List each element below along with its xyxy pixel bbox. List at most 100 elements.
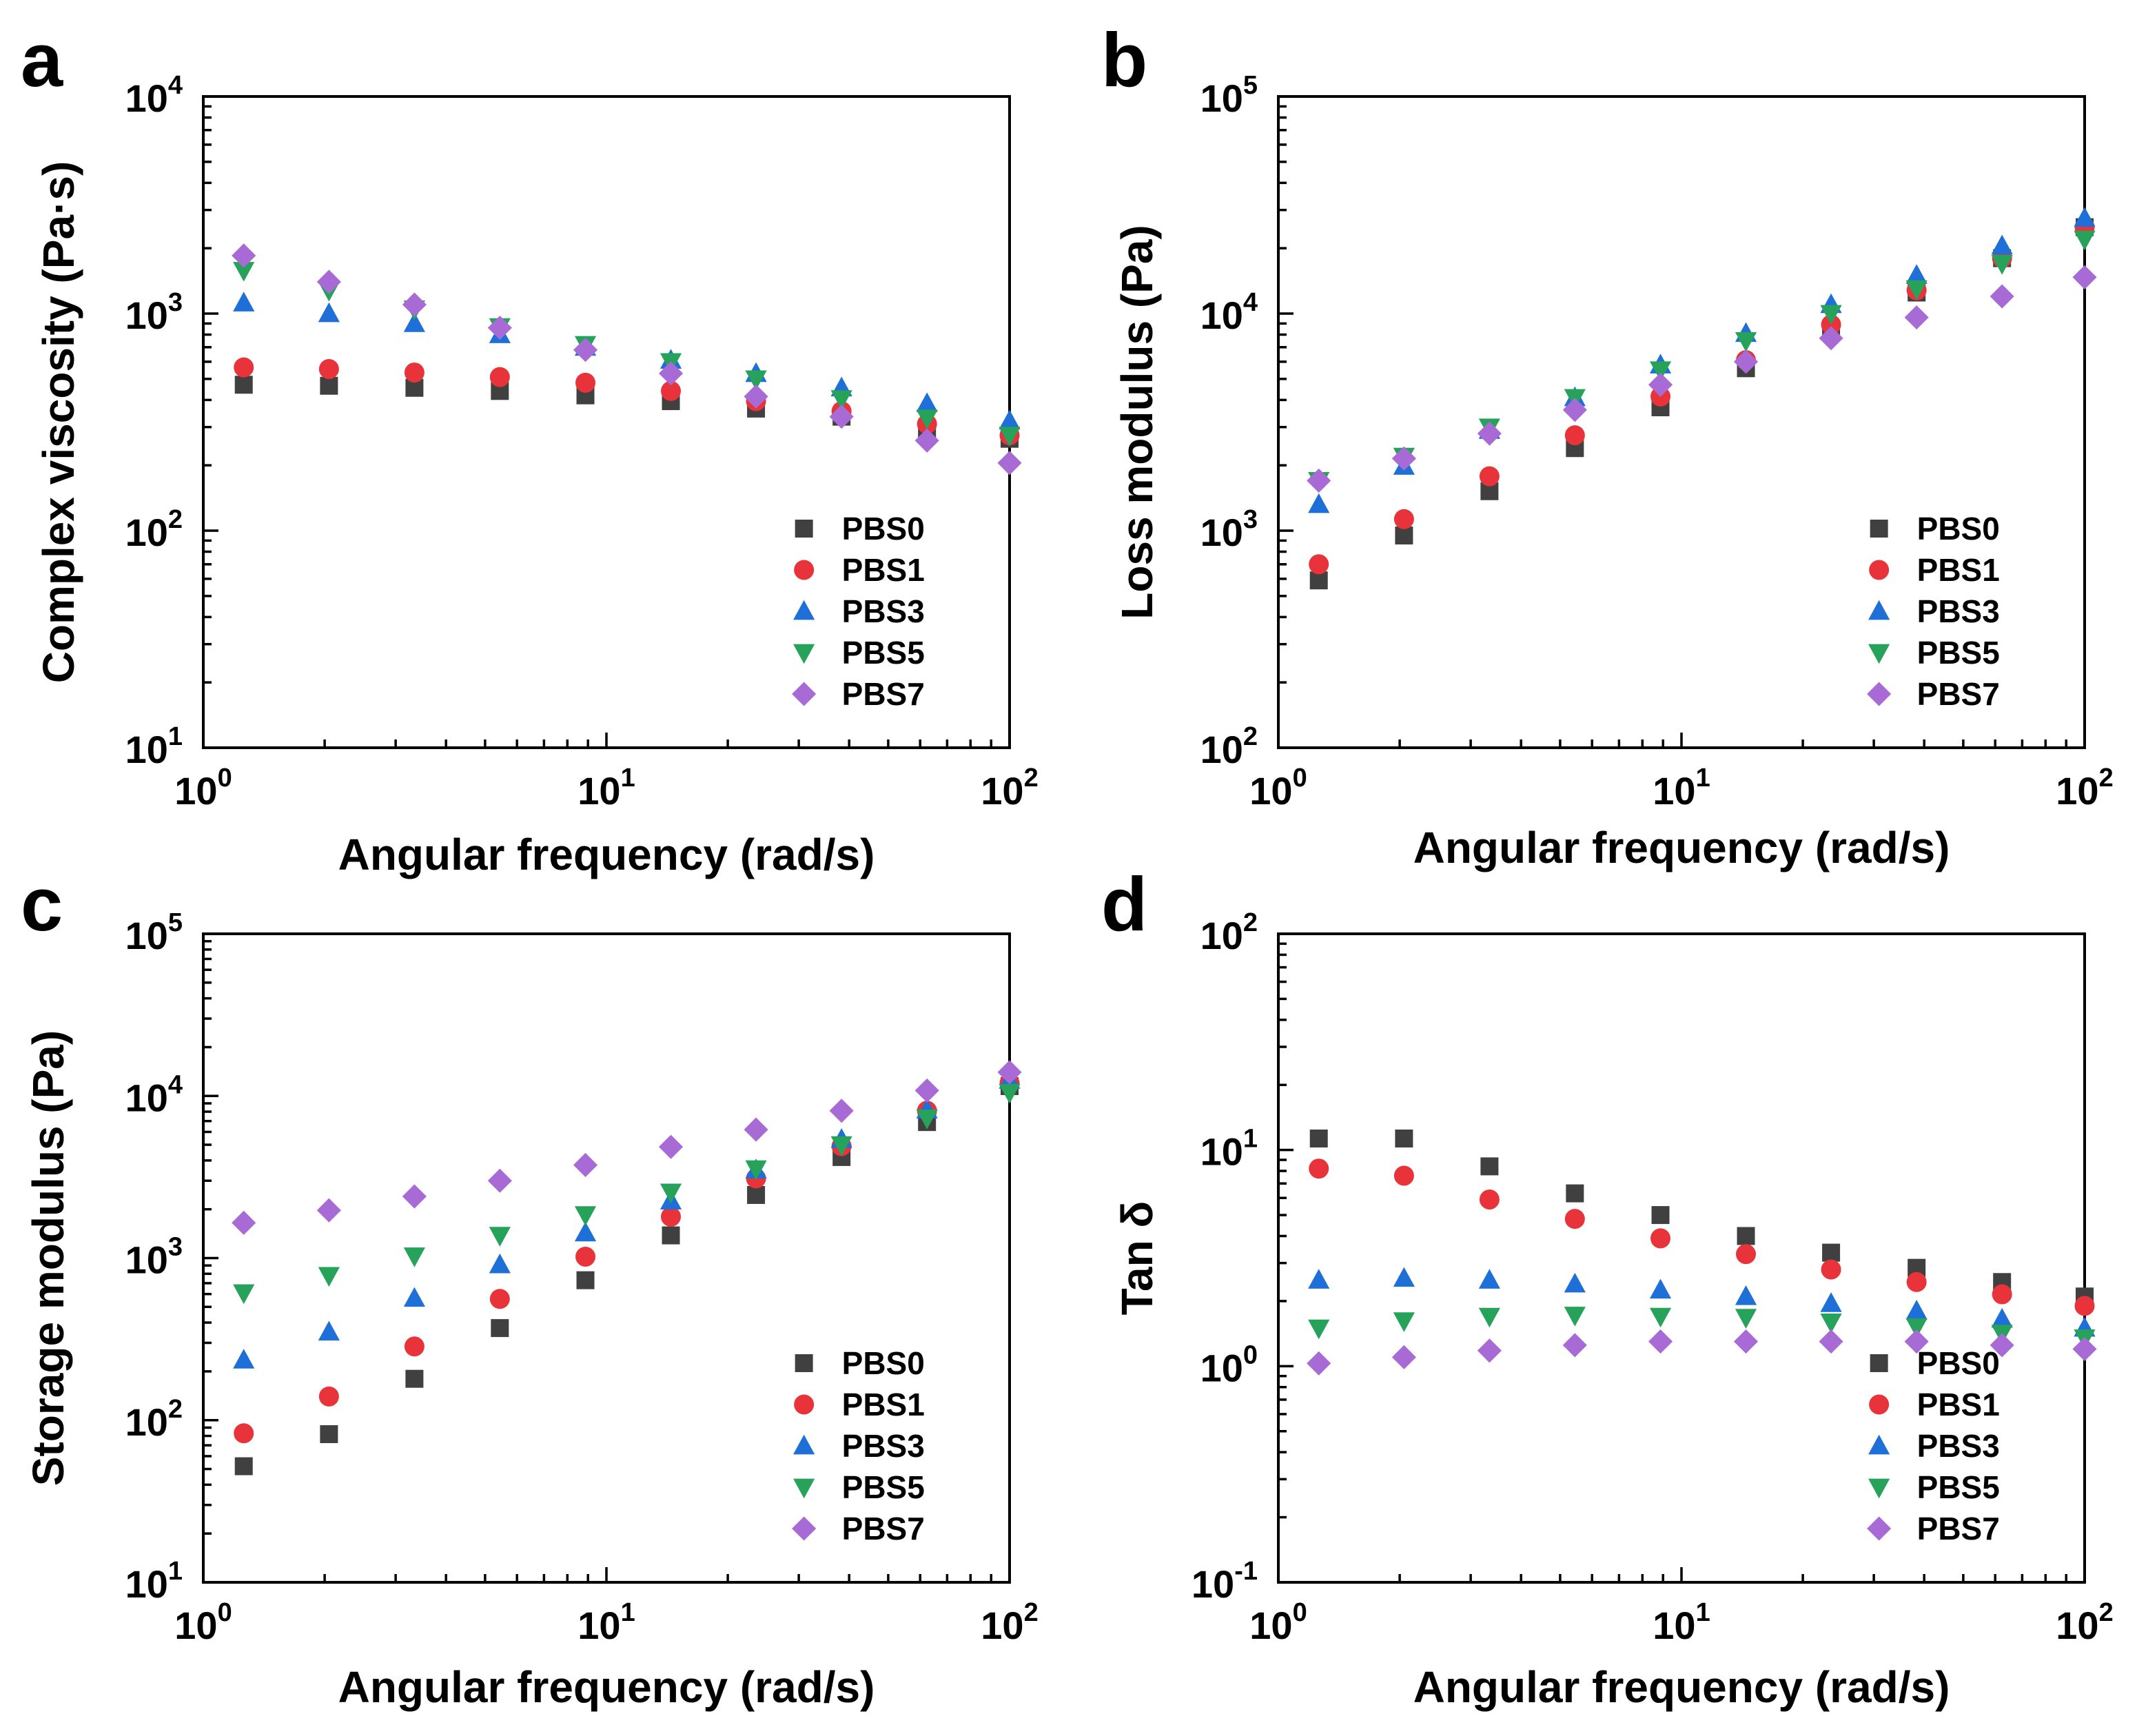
data-point-pbs5 (1735, 332, 1757, 352)
y-tick-label: 100 (1200, 1340, 1258, 1389)
data-point-pbs5 (916, 409, 938, 429)
data-point-pbs0 (491, 1319, 509, 1338)
data-point-pbs7 (658, 1134, 684, 1159)
data-point-pbs1 (661, 380, 682, 401)
data-point-pbs5 (1820, 305, 1842, 325)
panel-letter: b (1101, 18, 1147, 103)
legend-label-pbs1: PBS1 (842, 552, 925, 588)
data-point-pbs3 (489, 1253, 511, 1274)
data-point-pbs7 (487, 316, 512, 340)
x-tick-label: 101 (1653, 1598, 1710, 1647)
data-point-pbs1 (234, 1423, 254, 1444)
data-point-pbs7 (829, 1099, 854, 1123)
legend-marker-pbs1 (794, 1394, 815, 1415)
y-axis-title: Storage modulus (Pa) (23, 1030, 73, 1486)
legend-marker-pbs0 (1870, 520, 1888, 538)
data-point-pbs3 (1478, 1269, 1500, 1289)
data-point-pbs3 (233, 1349, 255, 1369)
data-point-pbs7 (997, 1060, 1022, 1085)
data-point-pbs7 (2072, 265, 2097, 289)
x-axis-title: Angular frequency (rad/s) (338, 1662, 875, 1712)
data-point-pbs0 (747, 1185, 766, 1204)
legend-label-pbs0: PBS0 (842, 511, 925, 547)
series-pbs3 (233, 292, 1021, 430)
series-pbs7 (1307, 1329, 2097, 1376)
data-point-pbs7 (1904, 1329, 1929, 1354)
data-point-pbs1 (575, 372, 596, 393)
data-point-pbs7 (232, 1210, 256, 1235)
y-tick-label: 10-1 (1192, 1557, 1258, 1606)
data-point-pbs3 (1649, 1278, 1672, 1299)
x-tick-label: 100 (1249, 1598, 1307, 1647)
data-point-pbs0 (1651, 1206, 1670, 1225)
legend-marker-pbs0 (795, 520, 813, 538)
y-tick-label: 101 (125, 1557, 183, 1606)
data-point-pbs1 (661, 1206, 682, 1227)
x-tick-label: 102 (2056, 1598, 2113, 1647)
data-point-pbs1 (404, 1336, 425, 1357)
x-tick-label: 100 (1249, 764, 1307, 813)
data-point-pbs1 (489, 367, 510, 387)
data-point-pbs0 (234, 1457, 253, 1475)
data-point-pbs0 (1737, 1227, 1755, 1245)
series-pbs7 (232, 243, 1022, 476)
data-point-pbs1 (234, 357, 254, 378)
data-point-pbs3 (403, 312, 425, 332)
series-pbs7 (232, 1060, 1022, 1235)
data-point-pbs7 (1990, 1333, 2014, 1358)
data-point-pbs5 (830, 390, 852, 410)
legend-label-pbs3: PBS3 (842, 593, 925, 629)
legend-marker-pbs5 (1868, 644, 1890, 664)
legend-label-pbs1: PBS1 (1917, 1387, 2000, 1422)
data-point-pbs5 (1735, 1309, 1757, 1329)
data-point-pbs7 (829, 405, 854, 429)
legend-label-pbs0: PBS0 (842, 1345, 925, 1381)
y-tick-label: 105 (125, 908, 183, 957)
data-point-pbs5 (1308, 1319, 1330, 1340)
data-point-pbs1 (489, 1289, 510, 1309)
data-point-pbs3 (1905, 264, 1928, 284)
legend-marker-pbs3 (1868, 600, 1890, 620)
panel-b: b 100 101 102 102 103 104 105 Angular frequency … (1101, 18, 2114, 872)
data-point-pbs5 (916, 1110, 938, 1130)
data-point-pbs7 (997, 451, 1022, 476)
legend-marker-pbs3 (793, 600, 815, 620)
data-point-pbs5 (1478, 1307, 1500, 1328)
data-point-pbs7 (1733, 349, 1759, 374)
legend-label-pbs7: PBS7 (1917, 676, 2000, 712)
legend-label-pbs5: PBS5 (1917, 1469, 2000, 1505)
data-point-pbs7 (316, 1198, 341, 1223)
data-point-pbs0 (1395, 1130, 1413, 1148)
data-point-pbs7 (1990, 284, 2014, 309)
data-point-pbs0 (1309, 1130, 1328, 1148)
x-axis-title: Angular frequency (rad/s) (1413, 1662, 1950, 1712)
legend-label-pbs5: PBS5 (1917, 635, 2000, 671)
data-point-pbs1 (1736, 1244, 1757, 1265)
series-pbs0 (234, 376, 1019, 448)
legend-label-pbs3: PBS3 (1917, 1428, 2000, 1464)
x-axis-title: Angular frequency (rad/s) (1413, 823, 1950, 872)
data-point-pbs3 (1393, 1267, 1415, 1287)
data-point-pbs1 (1821, 1259, 1841, 1280)
data-point-pbs0 (1822, 1243, 1841, 1262)
data-point-pbs7 (402, 292, 427, 317)
legend-label-pbs3: PBS3 (1917, 593, 2000, 629)
data-point-pbs7 (1904, 305, 1929, 330)
data-point-pbs5 (1991, 255, 2013, 275)
data-point-pbs0 (405, 1369, 424, 1388)
data-point-pbs7 (1648, 1329, 1673, 1354)
y-tick-label: 103 (125, 1233, 183, 1282)
x-tick-label: 101 (577, 1598, 635, 1647)
legend-marker-pbs1 (794, 560, 815, 580)
data-point-pbs0 (662, 1226, 680, 1245)
data-point-pbs0 (1480, 1157, 1499, 1176)
data-point-pbs7 (1648, 372, 1673, 397)
data-point-pbs1 (1393, 1165, 1414, 1186)
data-point-pbs7 (232, 243, 256, 268)
x-tick-label: 100 (174, 764, 232, 813)
data-point-pbs7 (1391, 446, 1416, 471)
data-point-pbs1 (1906, 1272, 1927, 1292)
y-tick-label: 101 (125, 722, 183, 771)
data-point-pbs7 (2072, 1336, 2097, 1362)
